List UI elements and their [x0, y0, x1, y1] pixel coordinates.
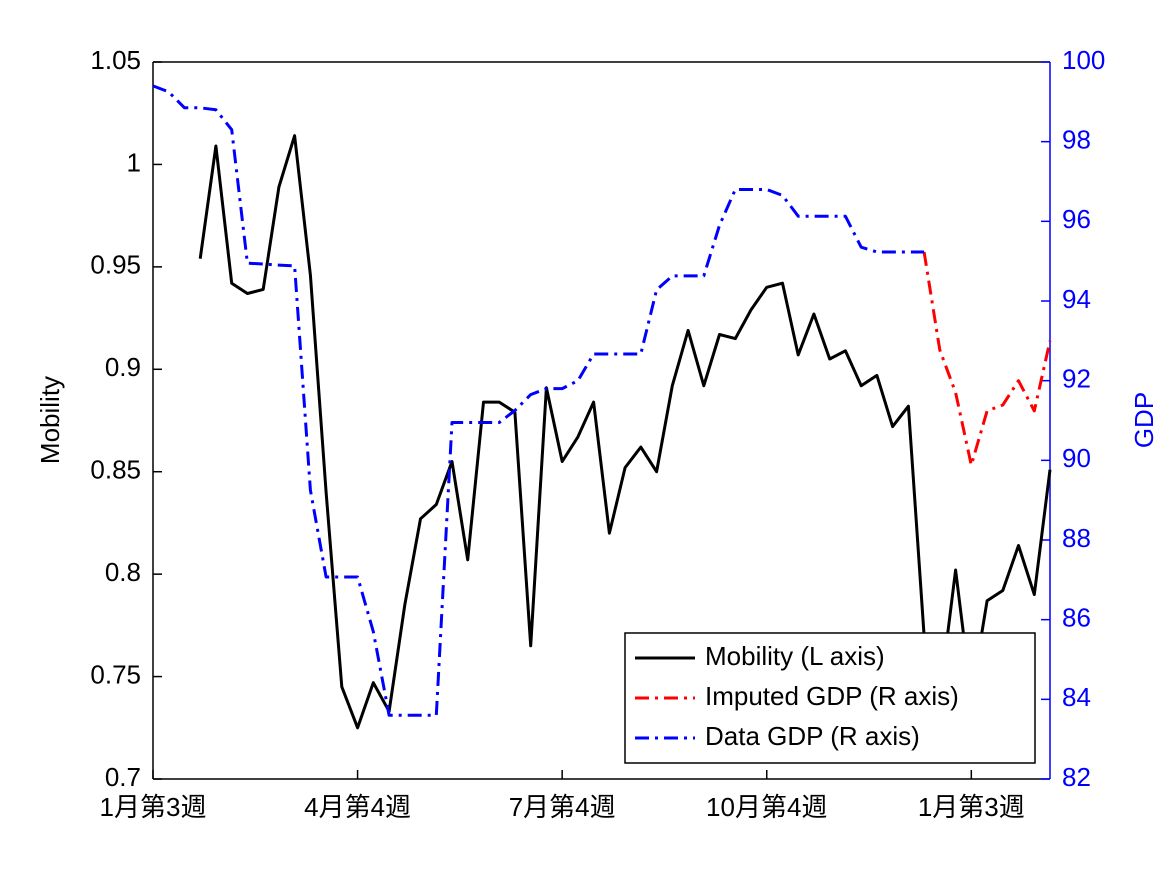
- y2-tick-label: 92: [1062, 364, 1091, 394]
- y2-tick-label: 88: [1062, 523, 1091, 553]
- series-line: [198, 134, 1052, 730]
- x-tick-label: 7月第4週: [509, 792, 616, 822]
- y-tick-label: 0.95: [90, 250, 141, 280]
- y-axis-label: Mobility: [35, 376, 65, 464]
- y2-axis-label: GDP: [1129, 392, 1159, 448]
- y-tick-label: 0.8: [105, 557, 141, 587]
- legend-label: Mobility (L axis): [705, 641, 885, 671]
- y-tick-label: 1.05: [90, 45, 141, 75]
- x-tick-label: 10月第4週: [706, 792, 827, 822]
- legend-label: Data GDP (R axis): [705, 721, 920, 751]
- y2-tick-label: 96: [1062, 204, 1091, 234]
- series-line: [152, 84, 925, 717]
- y2-tick-label: 90: [1062, 443, 1091, 473]
- x-tick-label: 1月第3週: [918, 792, 1025, 822]
- y-tick-label: 1: [127, 147, 141, 177]
- y2-tick-label: 94: [1062, 284, 1091, 314]
- series-line: [922, 251, 1052, 467]
- y2-tick-label: 84: [1062, 682, 1091, 712]
- legend-label: Imputed GDP (R axis): [705, 681, 959, 711]
- y-tick-label: 0.85: [90, 455, 141, 485]
- y-tick-label: 0.7: [105, 762, 141, 792]
- y-tick-label: 0.9: [105, 352, 141, 382]
- x-tick-label: 4月第4週: [304, 792, 411, 822]
- y-tick-label: 0.75: [90, 659, 141, 689]
- x-tick-label: 1月第3週: [100, 792, 207, 822]
- y2-tick-label: 98: [1062, 125, 1091, 155]
- y2-tick-label: 100: [1062, 45, 1105, 75]
- y2-tick-label: 86: [1062, 603, 1091, 633]
- y2-tick-label: 82: [1062, 762, 1091, 792]
